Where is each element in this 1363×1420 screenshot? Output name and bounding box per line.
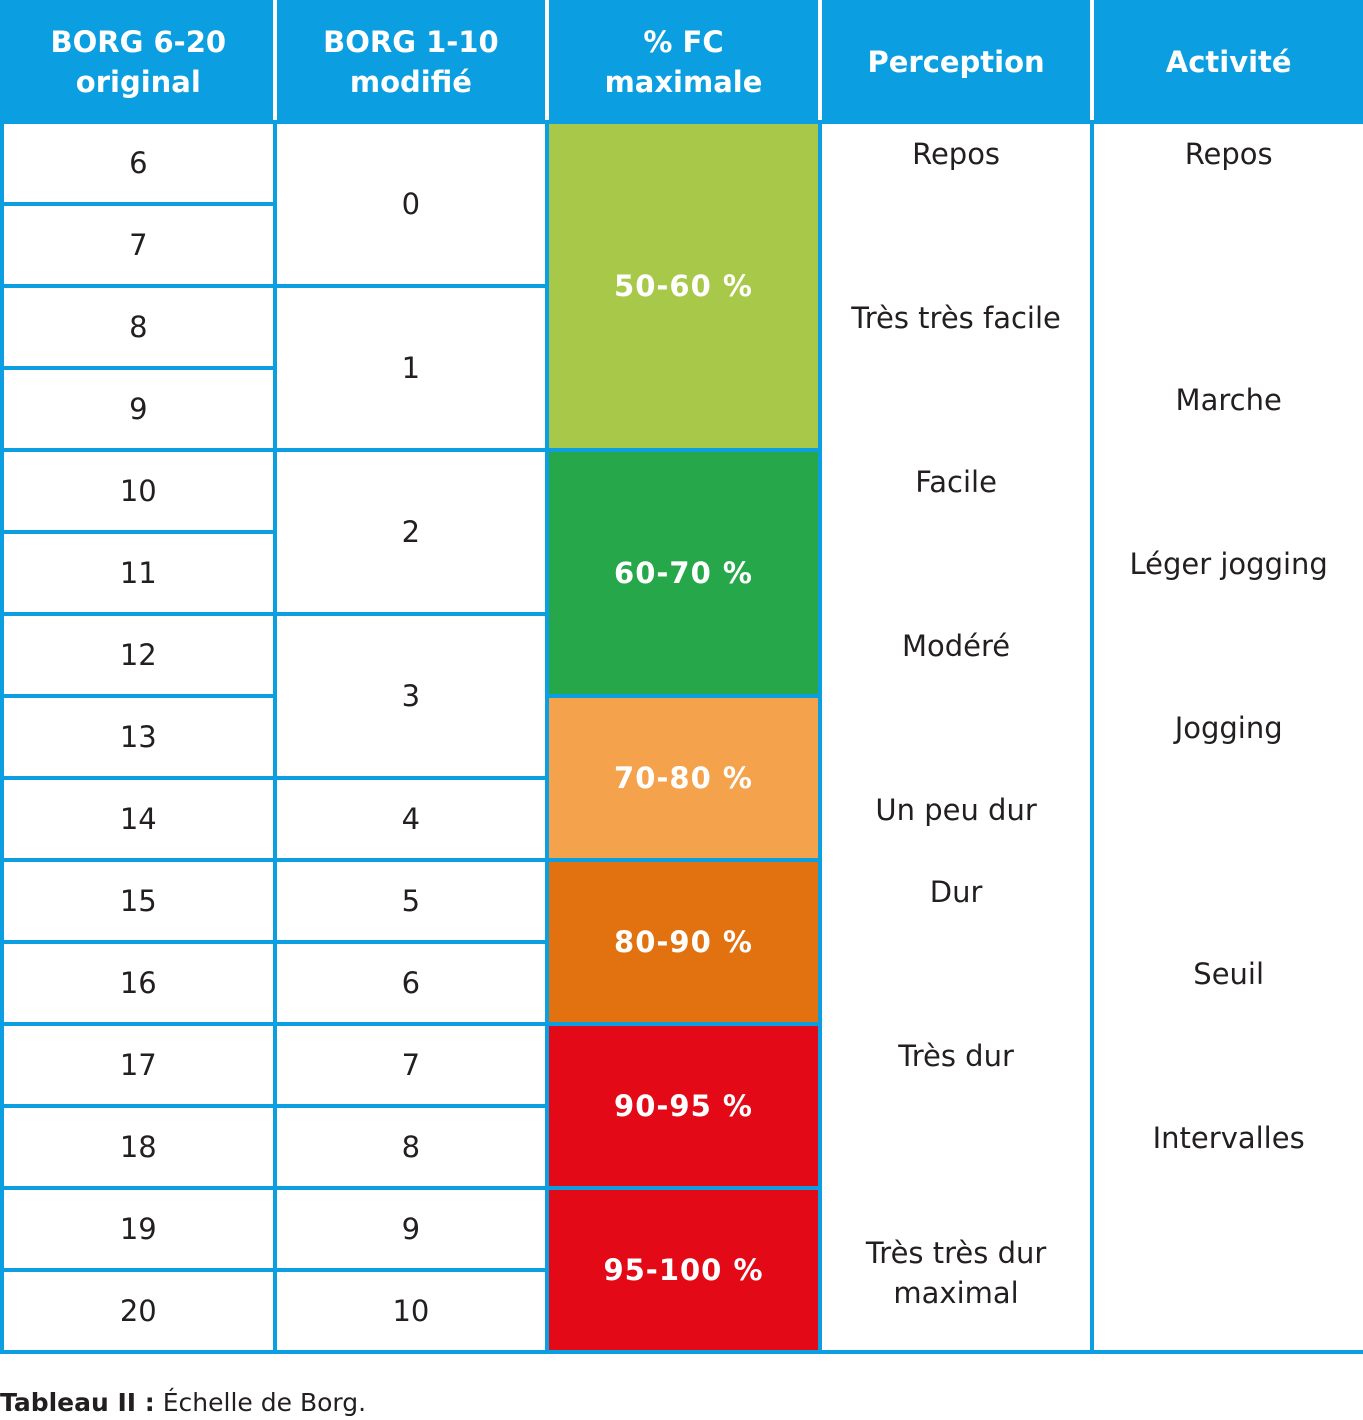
activite-column: Repos Marche Léger jogging Jogging Seuil… <box>1090 120 1363 1354</box>
borg-modified-cell: 0 <box>272 120 550 288</box>
borg-modified-cell: 6 <box>272 940 550 1026</box>
borg-original-cell: 14 <box>0 776 277 862</box>
table-row: 7 <box>0 202 1363 288</box>
table-row: 9 <box>0 366 1363 452</box>
table-row: 12 3 <box>0 612 1363 780</box>
perception-label: Très très dur maximal <box>865 1236 1047 1310</box>
perception-label: Facile <box>915 465 997 499</box>
header-activite: Activité <box>1090 0 1363 124</box>
table-row: 20 10 <box>0 1268 1363 1354</box>
borg-original-cell: 6 <box>0 120 277 206</box>
fc-band-cell: 80-90 % <box>545 858 822 1026</box>
header-row: BORG 6-20 original BORG 1-10 modifié % F… <box>0 0 1363 124</box>
borg-original-cell: 18 <box>0 1104 277 1190</box>
borg-original-cell: 13 <box>0 694 277 780</box>
table-row: 15 5 80-90 % <box>0 858 1363 1026</box>
perception-label: Repos <box>912 137 1001 171</box>
activite-label: Marche <box>1175 383 1282 417</box>
fc-band-cell: 60-70 % <box>545 448 822 698</box>
borg-original-cell: 17 <box>0 1022 277 1108</box>
fc-band-cell: 90-95 % <box>545 1022 822 1190</box>
table-row: 17 7 90-95 % <box>0 1022 1363 1190</box>
header-fc-max: % FC maximale <box>545 0 822 124</box>
header-perception: Perception <box>817 0 1095 124</box>
table-row: 14 4 <box>0 776 1363 862</box>
borg-original-cell: 12 <box>0 612 277 698</box>
caption-text: Échelle de Borg. <box>162 1388 367 1417</box>
perception-label: Très dur <box>898 1039 1014 1073</box>
activite-label: Jogging <box>1174 711 1283 745</box>
activite-label: Intervalles <box>1152 1121 1305 1155</box>
borg-original-cell: 10 <box>0 448 277 534</box>
caption-label: Tableau II : <box>0 1388 155 1417</box>
perception-column: Repos Très très facile Facile Modéré Un … <box>817 120 1095 1354</box>
table-row: 18 8 <box>0 1104 1363 1190</box>
table-caption: Tableau II : Échelle de Borg. <box>0 1386 366 1420</box>
table-row: 8 1 <box>0 284 1363 452</box>
fc-band-cell: 50-60 % <box>545 120 822 452</box>
borg-original-cell: 19 <box>0 1186 277 1272</box>
activite-label: Repos <box>1184 137 1273 171</box>
header-borg-original: BORG 6-20 original <box>0 0 277 124</box>
table-row: 19 9 95-100 % <box>0 1186 1363 1354</box>
table-row: 13 70-80 % <box>0 694 1363 862</box>
table-row: 6 0 50-60 % Repos Très très facile Facil… <box>0 120 1363 1354</box>
borg-original-cell: 8 <box>0 284 277 370</box>
borg-modified-cell: 2 <box>272 448 550 616</box>
borg-modified-cell: 4 <box>272 776 550 862</box>
table-row: 11 <box>0 530 1363 616</box>
activite-label: Seuil <box>1193 957 1265 991</box>
perception-label: Modéré <box>902 629 1011 663</box>
borg-original-cell: 11 <box>0 530 277 616</box>
borg-modified-cell: 5 <box>272 858 550 944</box>
borg-original-cell: 20 <box>0 1268 277 1354</box>
borg-modified-cell: 10 <box>272 1268 550 1354</box>
fc-band-cell: 70-80 % <box>545 694 822 862</box>
borg-original-cell: 15 <box>0 858 277 944</box>
borg-original-cell: 7 <box>0 202 277 288</box>
perception-label: Dur <box>929 875 983 909</box>
borg-modified-cell: 7 <box>272 1022 550 1108</box>
activite-label: Léger jogging <box>1129 547 1328 581</box>
perception-label: Un peu dur <box>875 793 1037 827</box>
header-borg-modified: BORG 1-10 modifié <box>272 0 550 124</box>
borg-original-cell: 9 <box>0 366 277 452</box>
fc-band-cell: 95-100 % <box>545 1186 822 1354</box>
table-row: 10 2 60-70 % <box>0 448 1363 698</box>
borg-original-cell: 16 <box>0 940 277 1026</box>
perception-label: Très très facile <box>851 301 1061 335</box>
borg-modified-cell: 9 <box>272 1186 550 1272</box>
borg-modified-cell: 1 <box>272 284 550 452</box>
borg-scale-table: BORG 6-20 original BORG 1-10 modifié % F… <box>0 0 1363 1354</box>
borg-modified-cell: 3 <box>272 612 550 780</box>
borg-modified-cell: 8 <box>272 1104 550 1190</box>
table-row: 16 6 <box>0 940 1363 1026</box>
